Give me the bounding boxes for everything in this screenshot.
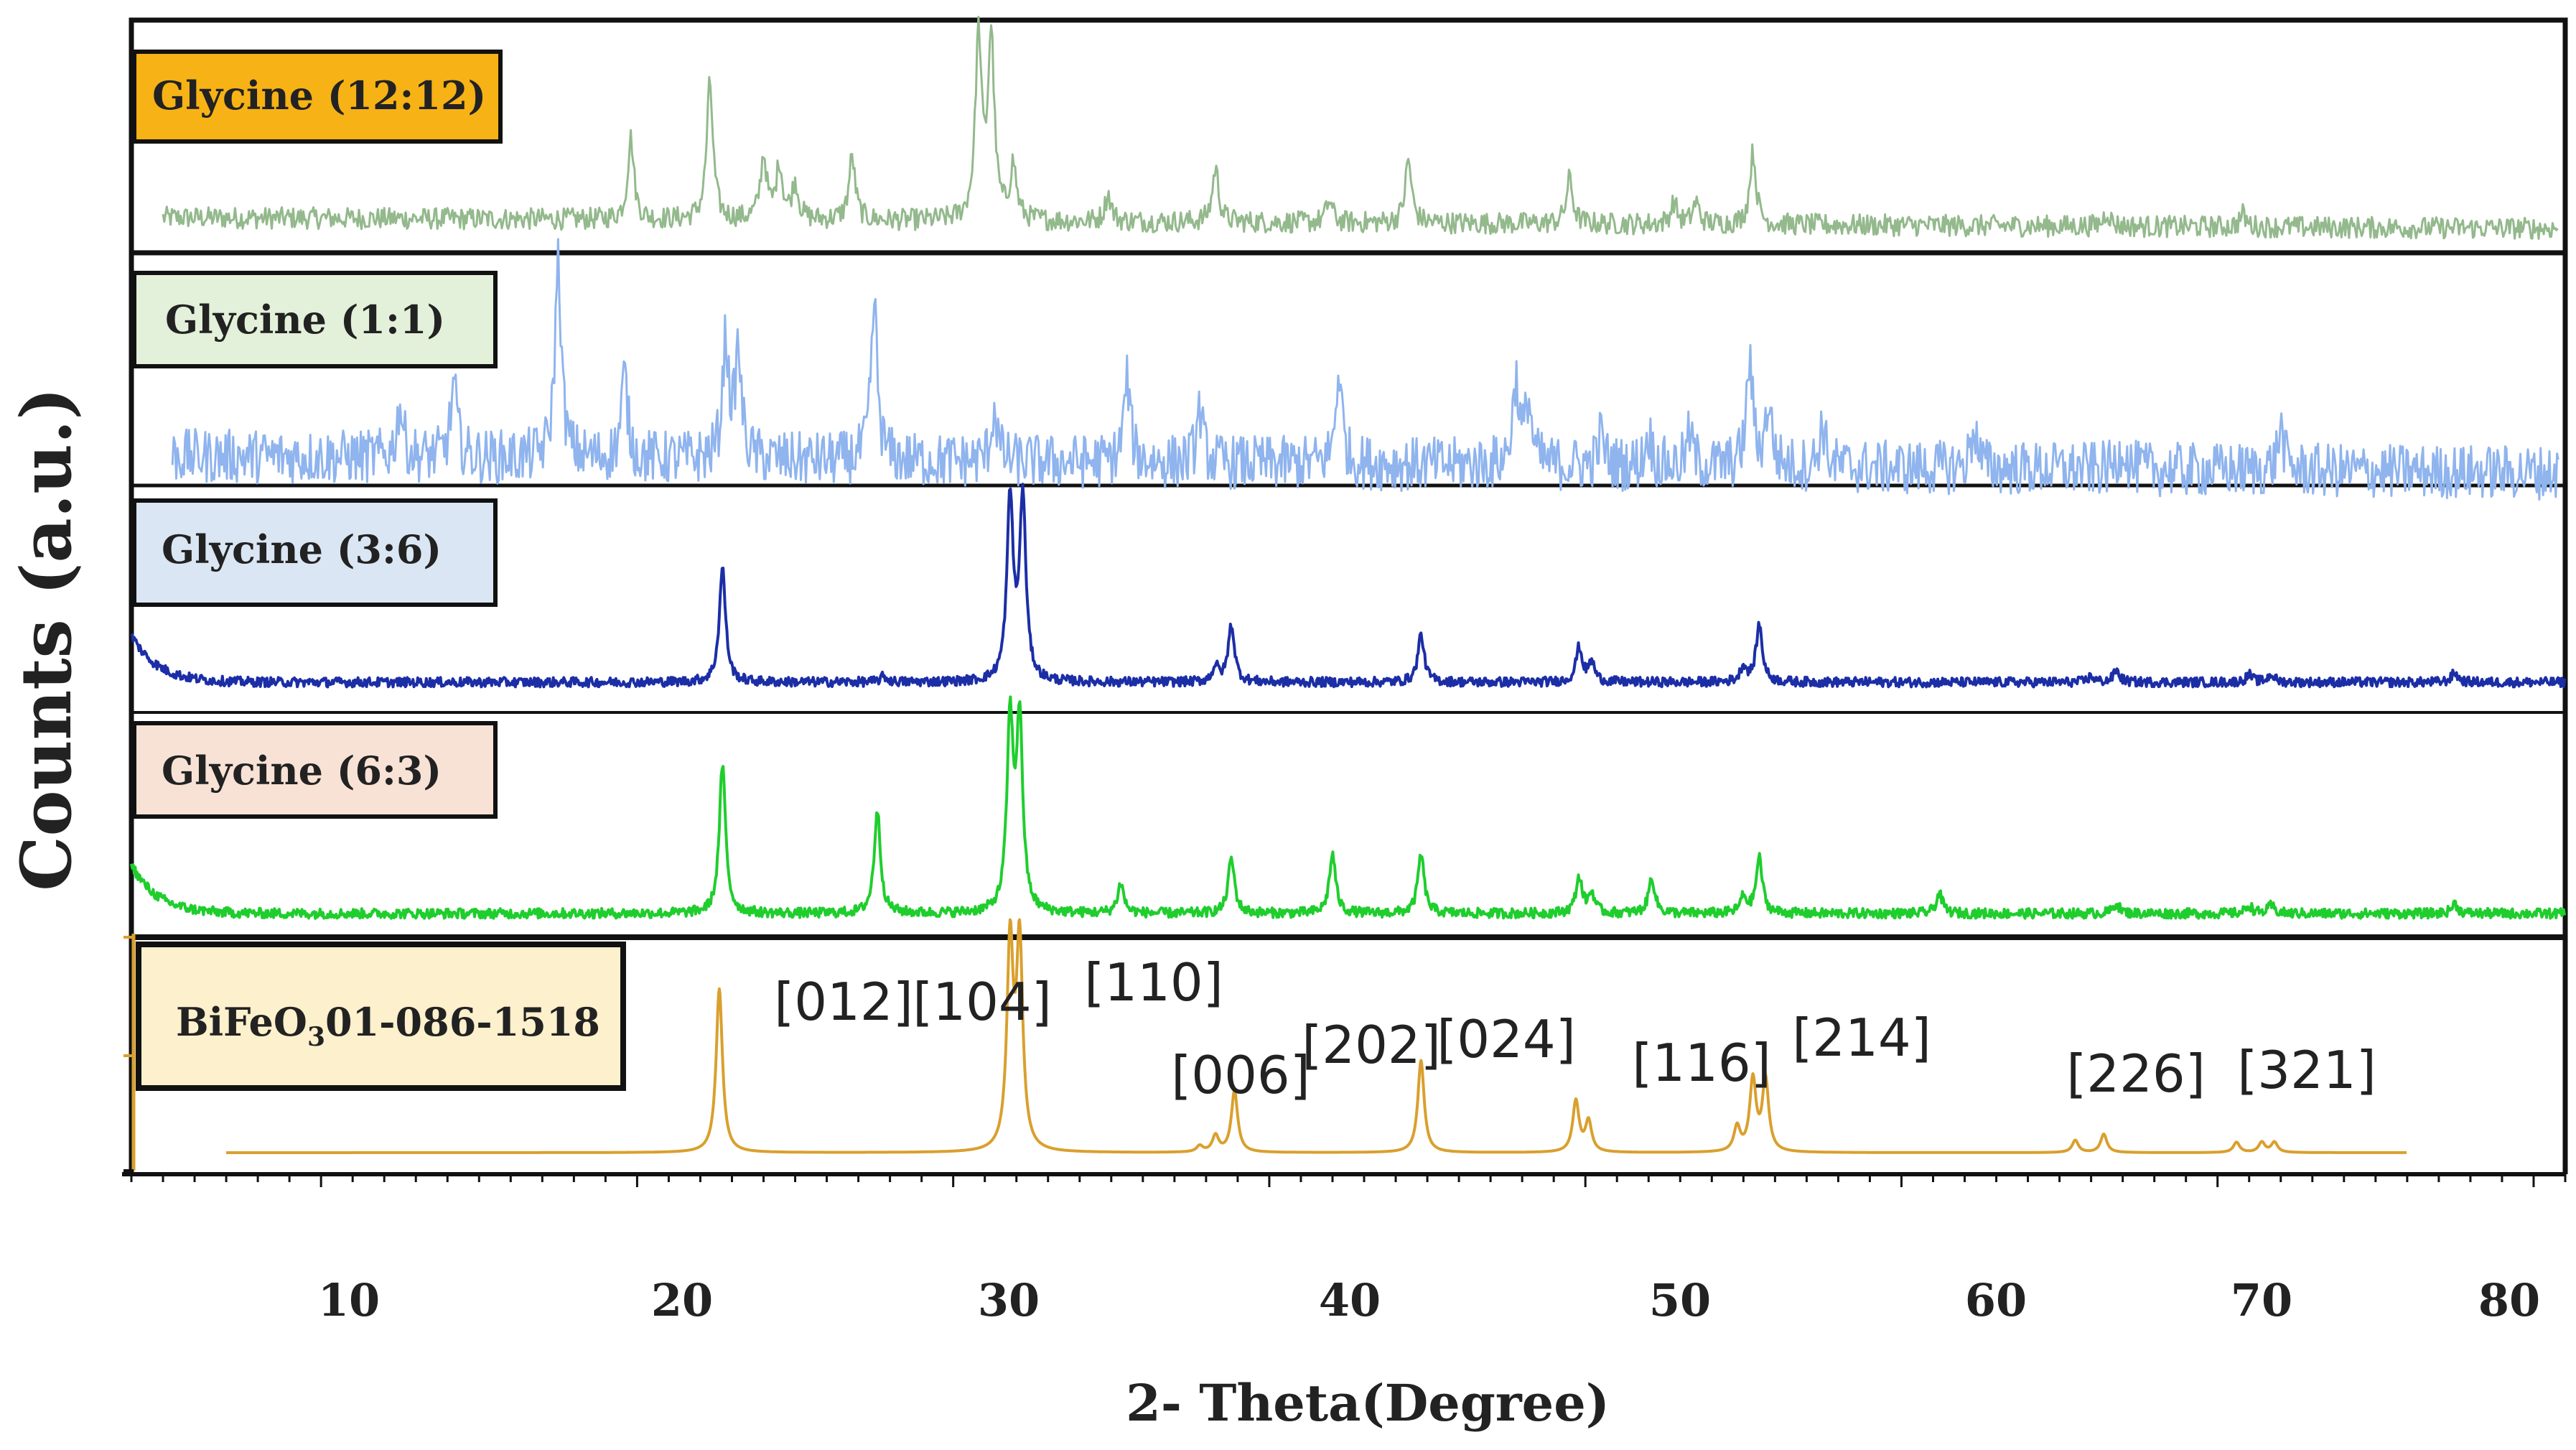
hkl-label: [110]: [1084, 952, 1223, 1013]
x-tick-label: 60: [1965, 1274, 2027, 1326]
x-tick-labels: 10 20 30 40 50 60 70 80: [318, 1274, 2540, 1326]
x-tick-label: 70: [2231, 1274, 2292, 1326]
legend-glycine-12-12: Glycine (12:12): [132, 50, 503, 144]
legend-box-glycine-6-3: [132, 721, 498, 819]
series-line-0: [162, 16, 2559, 240]
legend-label-bifeo3: BiFeO301-086-1518: [176, 999, 600, 1052]
x-axis-title: 2- Theta(Degree): [1126, 1373, 1610, 1433]
hkl-label: [226]: [2066, 1044, 2206, 1104]
x-tick-label: 30: [978, 1274, 1040, 1326]
legend-box-glycine-1-1: [132, 271, 498, 368]
legend-box-bifeo3: [136, 942, 626, 1091]
hkl-label: [116]: [1632, 1033, 1771, 1093]
legend-bifeo3-reference: BiFeO301-086-1518: [136, 942, 626, 1091]
legend-label-bifeo3-main: BiFeO: [176, 999, 307, 1045]
series-line-2: [130, 483, 2567, 689]
series-line-1: [171, 238, 2559, 501]
legend-label-glycine-12-12: Glycine (12:12): [152, 73, 486, 118]
hkl-label: [104]: [913, 972, 1052, 1032]
legend-glycine-3-6: Glycine (3:6): [132, 498, 498, 607]
hkl-label: [214]: [1792, 1008, 1931, 1068]
legend-box-glycine-12-12: [132, 50, 503, 144]
hkl-label: [024]: [1437, 1009, 1576, 1069]
x-tick-label: 80: [2478, 1274, 2540, 1326]
hkl-label: [321]: [2237, 1040, 2376, 1100]
y-axis-title: Counts (a.u.): [6, 387, 87, 891]
x-tick-label: 10: [318, 1274, 380, 1326]
hkl-label: [012]: [774, 972, 913, 1032]
x-minor-ticks: [130, 1174, 2567, 1187]
x-tick-label: 20: [651, 1274, 713, 1326]
legend-glycine-1-1: Glycine (1:1): [132, 271, 498, 368]
legend-glycine-6-3: Glycine (6:3): [132, 721, 498, 819]
x-tick-label: 40: [1319, 1274, 1381, 1326]
hkl-label: [006]: [1171, 1045, 1310, 1105]
series-lines: [130, 16, 2567, 1154]
legend-label-glycine-1-1: Glycine (1:1): [165, 297, 445, 343]
legend-label-bifeo3-sub: 3: [307, 1022, 325, 1052]
hkl-label: [202]: [1302, 1015, 1441, 1075]
hkl-labels: [012] [104] [110] [006][202][024] [116] [214]…: [774, 952, 2376, 1105]
legend-label-glycine-6-3: Glycine (6:3): [162, 748, 442, 794]
legend-box-glycine-3-6: [132, 498, 498, 607]
series-line-3: [130, 695, 2567, 920]
series-line-4: [225, 918, 2408, 1154]
legend-label-glycine-3-6: Glycine (3:6): [162, 526, 442, 572]
legend-label-bifeo3-tail: 01-086-1518: [325, 999, 600, 1045]
x-tick-label: 50: [1649, 1274, 1711, 1326]
